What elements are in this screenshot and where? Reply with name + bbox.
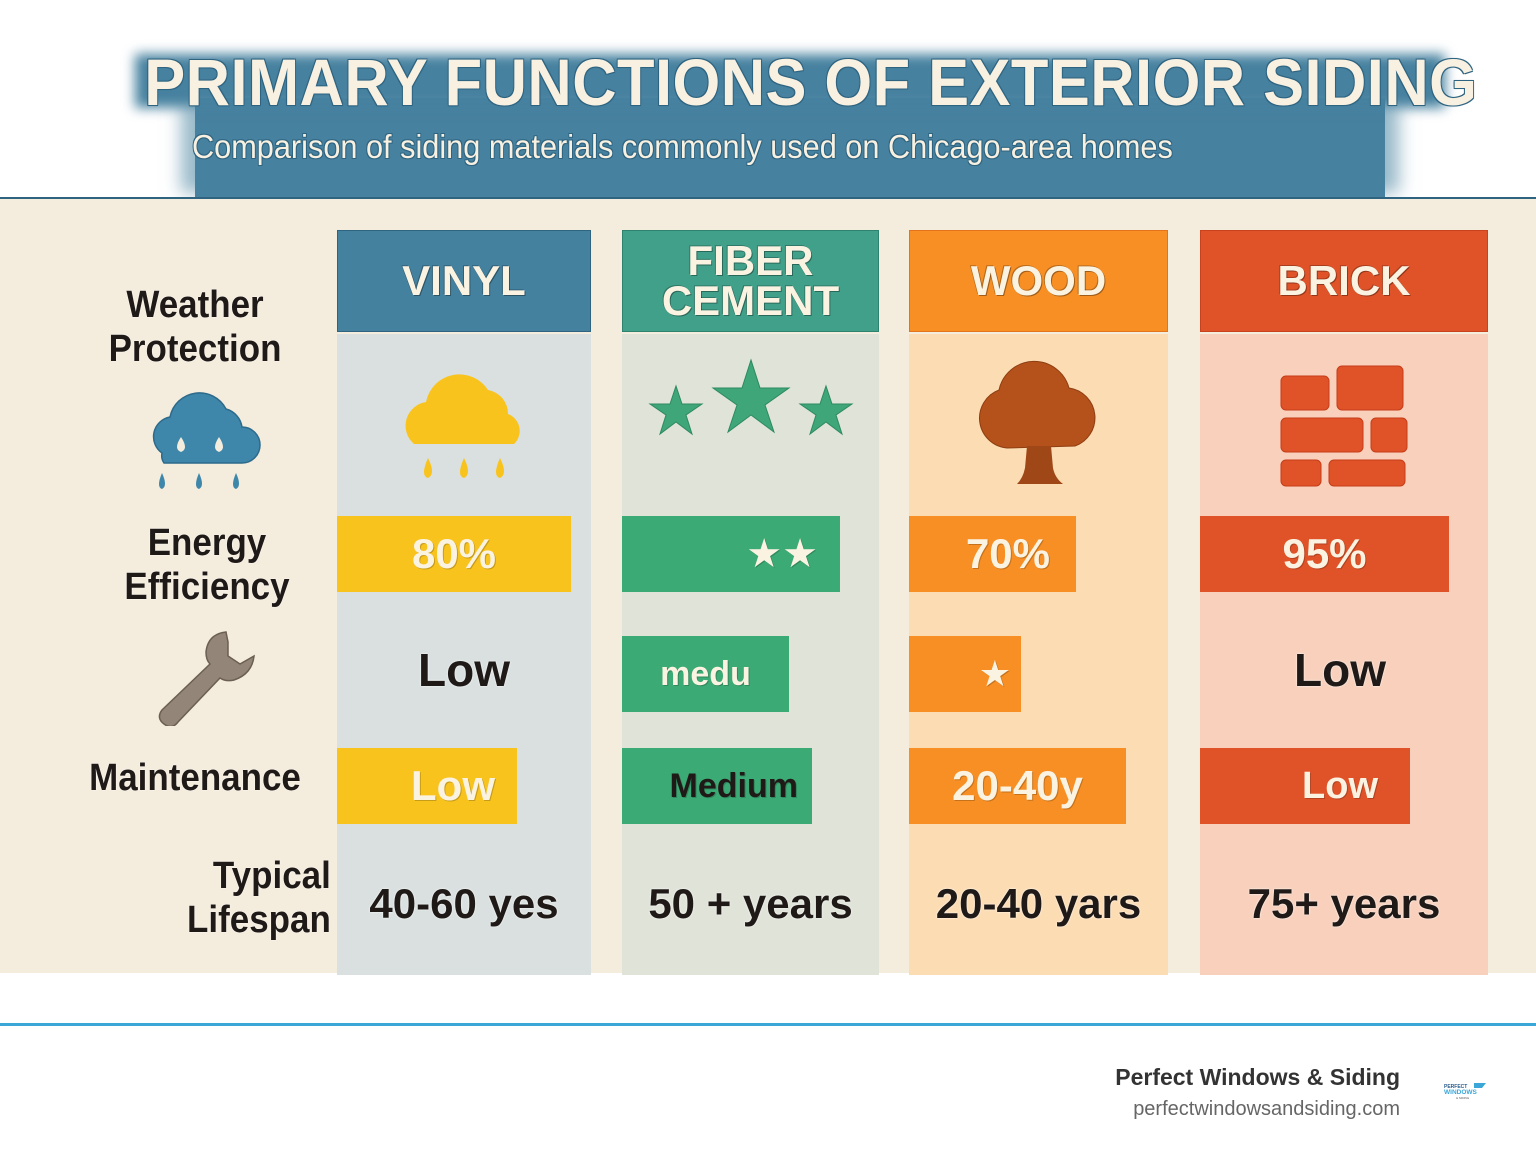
column-vinyl: VINYL 80% Low Low 40-60 yes: [337, 230, 591, 975]
brand-url[interactable]: perfectwindowsandsiding.com: [1133, 1098, 1400, 1120]
maintenance-bar-value: Low: [1302, 764, 1378, 807]
svg-text:& SIDING: & SIDING: [1456, 1096, 1470, 1100]
rain-cloud-icon: [152, 392, 261, 489]
three-stars-icon: [647, 358, 854, 436]
material-name-line2: CEMENT: [661, 277, 840, 324]
energy-efficiency-bar: 80%: [337, 516, 571, 592]
maintenance-top-bar: medu: [622, 636, 789, 712]
maintenance-text: Low: [418, 644, 510, 696]
maintenance-bar: Medium: [622, 748, 812, 824]
star-icon: ★: [978, 653, 1011, 694]
maintenance-value: Low: [1200, 642, 1488, 698]
material-name-line1: FIBER: [687, 237, 814, 284]
material-name: VINYL: [402, 257, 526, 304]
brick-wall-icon: [1280, 365, 1408, 487]
column-header-wood: WOOD: [909, 230, 1168, 332]
tree-icon: [978, 360, 1095, 484]
wrench-icon: [158, 631, 255, 726]
maintenance-bar: Low: [1200, 748, 1410, 824]
energy-efficiency-bar: 95%: [1200, 516, 1449, 592]
maintenance-bar-value: Medium: [669, 766, 798, 805]
page-title: PRIMARY FUNCTIONS OF EXTERIOR SIDING: [144, 45, 1478, 119]
column-header-brick: BRICK: [1200, 230, 1488, 332]
row-label-line: Typical: [212, 855, 331, 897]
column-body-wood: 70% ★ 20-40y 20-40 yars: [909, 334, 1168, 975]
row-label-line: Weather: [126, 284, 264, 326]
maintenance-value: Low: [337, 642, 591, 698]
row-label-line: Lifespan: [187, 899, 331, 941]
row-label-line: Energy: [147, 522, 267, 564]
maintenance-bar-value: Low: [411, 762, 495, 809]
maintenance-top-bar: ★: [909, 636, 1021, 712]
lifespan-value: 50 + years: [648, 880, 853, 927]
maintenance-text: Low: [1294, 644, 1386, 696]
two-stars-icon: ★★: [746, 532, 818, 576]
header-banner: [195, 98, 1385, 197]
energy-efficiency-value: 80%: [411, 530, 497, 577]
column-body-fiber-cement: ★★ medu Medium 50 + years: [622, 334, 879, 975]
column-wood: WOOD 70% ★ 20-40y 20-40 yars: [909, 230, 1168, 975]
svg-text:PERFECT: PERFECT: [1444, 1084, 1467, 1090]
row-label-energy-efficiency: Energy Efficiency: [83, 521, 331, 609]
rain-cloud-icon: [405, 374, 520, 478]
comparison-table: Weather Protection Energy Efficiency Mai…: [0, 197, 1536, 975]
energy-efficiency-bar: 70%: [909, 516, 1076, 592]
material-name: BRICK: [1277, 257, 1411, 304]
material-name: WOOD: [970, 257, 1107, 304]
maintenance-bar: 20-40y: [909, 748, 1126, 824]
column-body-vinyl: 80% Low Low 40-60 yes: [337, 334, 591, 975]
maintenance-text: medu: [660, 654, 751, 693]
column-brick: BRICK 95% Low Low 75: [1200, 230, 1488, 975]
footer-divider: [0, 1023, 1536, 1026]
column-header-vinyl: VINYL: [337, 230, 591, 332]
column-body-brick: 95% Low Low 75+ years: [1200, 334, 1488, 975]
row-label-maintenance: Maintenance: [71, 756, 319, 800]
maintenance-bar-value: 20-40y: [952, 762, 1083, 809]
column-header-fiber-cement: FIBER CEMENT: [622, 230, 879, 332]
energy-efficiency-value: 95%: [1282, 530, 1367, 577]
lifespan-value: 20-40 yars: [935, 880, 1142, 927]
row-label-line: Efficiency: [124, 566, 290, 608]
column-fiber-cement: FIBER CEMENT ★★ medu Medium 50 + years: [622, 230, 879, 975]
row-label-line: Protection: [108, 328, 282, 370]
row-label-weather-protection: Weather Protection: [71, 283, 319, 371]
lifespan-value: 75+ years: [1247, 880, 1441, 927]
maintenance-bar: Low: [337, 748, 517, 824]
energy-efficiency-value: 70%: [965, 530, 1050, 577]
brand-name: Perfect Windows & Siding: [1115, 1064, 1400, 1090]
row-label-line: Maintenance: [89, 757, 301, 799]
lifespan-value: 40-60 yes: [369, 880, 559, 927]
page-subtitle: Comparison of siding materials commonly …: [192, 128, 1173, 165]
svg-text:WINDOWS: WINDOWS: [1444, 1089, 1478, 1096]
brand-logo-icon: PERFECT WINDOWS & SIDING: [1444, 1083, 1486, 1100]
row-label-typical-lifespan: Typical Lifespan: [119, 854, 331, 942]
energy-efficiency-bar: ★★: [622, 516, 840, 592]
